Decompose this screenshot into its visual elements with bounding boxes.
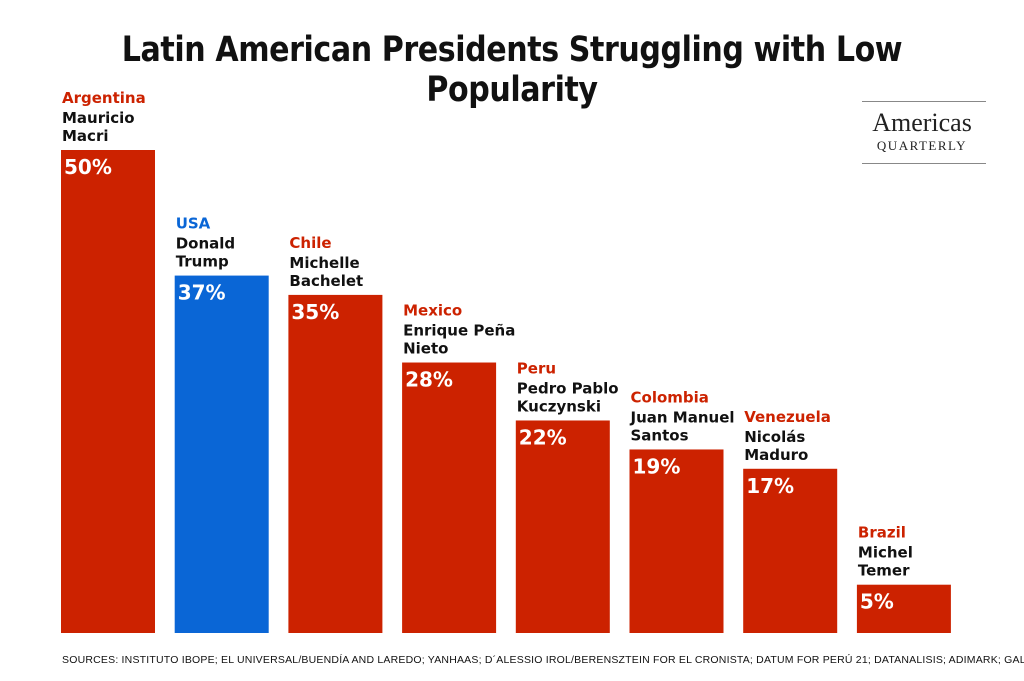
bar-venezuela bbox=[743, 468, 838, 633]
value-label-brazil: 5% bbox=[860, 590, 894, 614]
value-label-usa: 37% bbox=[178, 281, 226, 305]
bar-usa bbox=[174, 275, 269, 633]
president-name-usa-1: Donald bbox=[176, 235, 235, 253]
president-name-chile-2: Bachelet bbox=[289, 272, 363, 290]
value-label-venezuela: 17% bbox=[746, 474, 794, 498]
bar-argentina bbox=[61, 150, 155, 633]
bar-colombia bbox=[629, 449, 724, 633]
president-name-peru-1: Pedro Pablo bbox=[517, 379, 619, 397]
value-label-colombia: 19% bbox=[633, 454, 681, 478]
president-name-brazil-1: Michel bbox=[858, 544, 913, 562]
logo-top-rule bbox=[862, 101, 986, 102]
president-name-argentina-2: Macri bbox=[62, 127, 108, 145]
logo-line-2: QUARTERLY bbox=[876, 138, 968, 153]
logo-bottom-rule bbox=[862, 163, 986, 164]
country-label-colombia: Colombia bbox=[631, 388, 709, 406]
country-label-chile: Chile bbox=[289, 234, 331, 252]
country-label-brazil: Brazil bbox=[858, 524, 906, 542]
country-label-usa: USA bbox=[176, 215, 211, 233]
logo-line-1: Americas bbox=[872, 108, 972, 137]
value-label-chile: 35% bbox=[291, 300, 339, 324]
bar-mexico bbox=[402, 362, 497, 633]
value-label-argentina: 50% bbox=[64, 155, 112, 179]
president-name-mexico-1: Enrique Peña bbox=[403, 322, 515, 340]
president-name-peru-2: Kuczynski bbox=[517, 397, 601, 415]
bar-chile bbox=[288, 294, 383, 633]
president-name-brazil-2: Temer bbox=[858, 562, 910, 580]
country-label-mexico: Mexico bbox=[403, 302, 462, 320]
president-name-colombia-1: Juan Manuel bbox=[630, 408, 735, 426]
chart-title: Latin American Presidents Struggling wit… bbox=[121, 30, 903, 110]
bar-peru bbox=[515, 420, 610, 633]
country-label-peru: Peru bbox=[517, 359, 556, 377]
president-name-argentina-1: Mauricio bbox=[62, 109, 135, 127]
president-name-colombia-2: Santos bbox=[631, 426, 689, 444]
president-name-mexico-2: Nieto bbox=[403, 340, 448, 358]
president-name-usa-2: Trump bbox=[176, 253, 229, 271]
president-name-venezuela-2: Maduro bbox=[744, 446, 808, 464]
value-label-peru: 22% bbox=[519, 425, 567, 449]
country-label-venezuela: Venezuela bbox=[744, 408, 831, 426]
country-label-argentina: Argentina bbox=[62, 89, 146, 107]
value-label-mexico: 28% bbox=[405, 368, 453, 392]
bar-brazil bbox=[856, 584, 951, 633]
sources-note: SOURCES: INSTITUTO IBOPE; EL UNIVERSAL/B… bbox=[62, 654, 1024, 666]
president-name-chile-1: Michelle bbox=[289, 254, 359, 272]
americas-quarterly-logo: Americas QUARTERLY bbox=[858, 98, 986, 164]
president-name-venezuela-1: Nicolás bbox=[744, 428, 805, 446]
